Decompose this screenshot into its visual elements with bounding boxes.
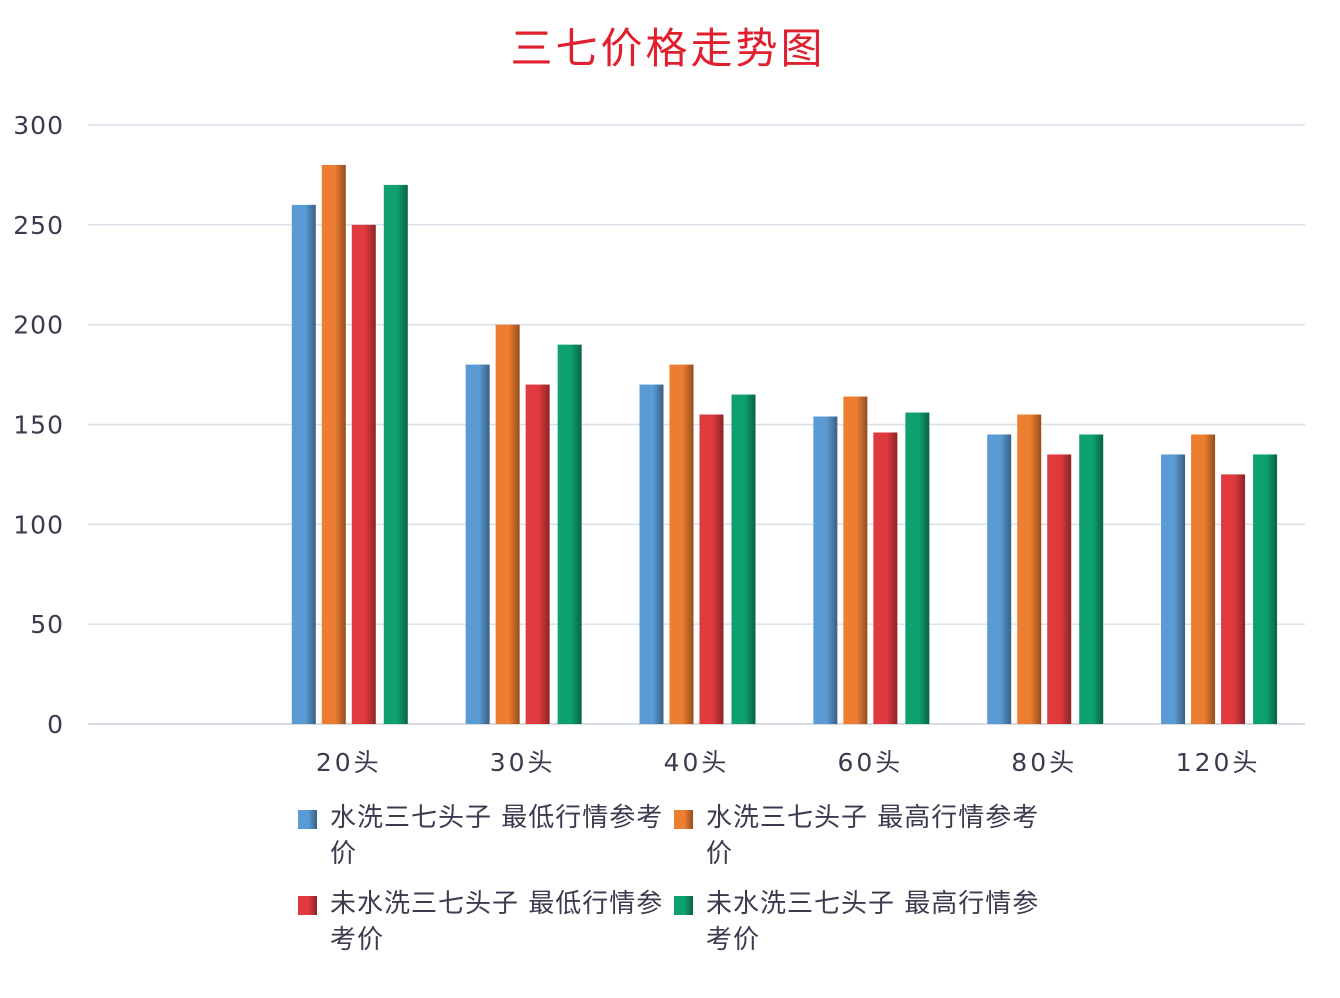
legend-item-series-2: 水洗三七头子 最高行情参考价 — [674, 800, 1050, 872]
bar-30头-series-1 — [465, 364, 490, 724]
gridlines — [88, 124, 1305, 725]
bar-40头-series-3 — [699, 414, 724, 724]
bar-60头-series-3 — [873, 432, 898, 724]
bar-20头-series-4 — [383, 184, 408, 724]
y-tick-label: 250 — [13, 211, 64, 240]
bar-30头-series-4 — [557, 344, 582, 724]
y-tick-label: 50 — [30, 610, 64, 639]
bar-60头-series-2 — [843, 396, 868, 724]
bar-80头-series-4 — [1079, 434, 1104, 724]
legend-label: 水洗三七头子 最高行情参考价 — [706, 803, 1040, 869]
bar-80头-series-2 — [1017, 414, 1042, 724]
legend-item-series-4: 未水洗三七头子 最高行情参考价 — [674, 886, 1050, 958]
x-tick-label: 120头 — [1176, 748, 1261, 777]
bar-40头-series-2 — [669, 364, 694, 724]
bar-30头-series-3 — [525, 384, 550, 724]
legend-swatch — [674, 896, 693, 915]
bar-80头-series-3 — [1047, 454, 1072, 724]
chart-title: 三七价格走势图 — [510, 24, 825, 73]
bar-120头-series-3 — [1221, 474, 1246, 724]
y-tick-label: 300 — [13, 111, 64, 140]
x-tick-label: 80头 — [1011, 748, 1077, 777]
y-axis-ticks: 0 50 100 150 200 250 300 — [13, 111, 64, 739]
legend-swatch — [298, 896, 317, 915]
legend-swatch — [298, 810, 317, 829]
x-tick-label: 30头 — [490, 748, 556, 777]
legend: 水洗三七头子 最低行情参考价 水洗三七头子 最高行情参考价 未水洗三七头子 最低… — [298, 800, 1078, 958]
y-tick-label: 0 — [47, 710, 64, 739]
bar-120头-series-1 — [1161, 454, 1186, 724]
x-axis-ticks: 20头 30头 40头 60头 80头 120头 — [316, 748, 1261, 777]
legend-item-series-3: 未水洗三七头子 最低行情参考价 — [298, 886, 674, 958]
bar-20头-series-3 — [351, 224, 376, 725]
bar-80头-series-1 — [987, 434, 1012, 724]
bar-60头-series-1 — [813, 416, 838, 724]
legend-item-series-1: 水洗三七头子 最低行情参考价 — [298, 800, 674, 872]
y-tick-label: 100 — [13, 510, 64, 539]
bar-120头-series-2 — [1191, 434, 1216, 724]
bar-20头-series-1 — [291, 204, 316, 724]
y-tick-label: 200 — [13, 311, 64, 340]
y-tick-label: 150 — [13, 411, 64, 440]
legend-swatch — [674, 810, 693, 829]
bar-60头-series-4 — [905, 412, 930, 724]
bar-40头-series-4 — [731, 394, 756, 724]
bar-20头-series-2 — [321, 164, 346, 724]
legend-label: 未水洗三七头子 最低行情参考价 — [330, 889, 664, 955]
legend-label: 未水洗三七头子 最高行情参考价 — [706, 889, 1040, 955]
bars — [291, 164, 1278, 725]
x-tick-label: 40头 — [664, 748, 730, 777]
x-tick-label: 60头 — [837, 748, 903, 777]
bar-40头-series-1 — [639, 384, 664, 724]
x-tick-label: 20头 — [316, 748, 382, 777]
legend-label: 水洗三七头子 最低行情参考价 — [330, 803, 664, 869]
bar-120头-series-4 — [1253, 454, 1278, 724]
bar-30头-series-2 — [495, 324, 520, 724]
